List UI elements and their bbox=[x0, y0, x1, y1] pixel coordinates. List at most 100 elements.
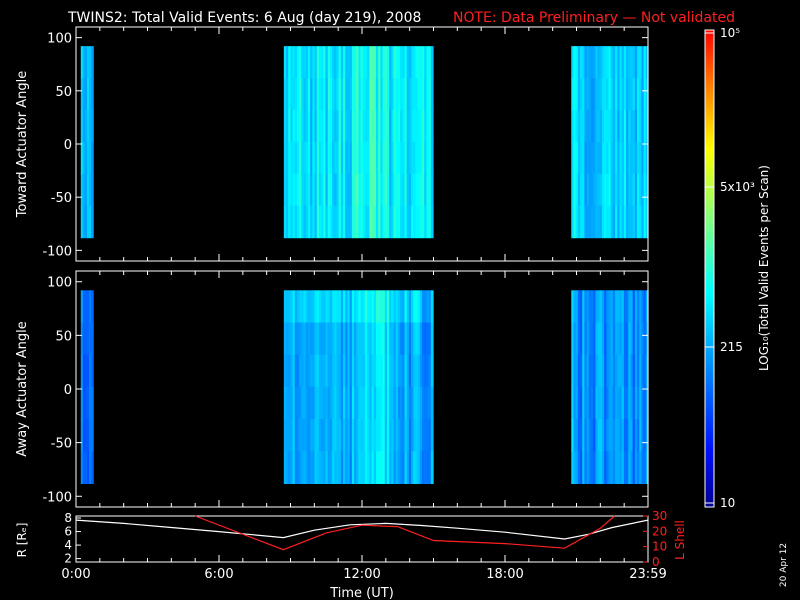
heatmap-cell bbox=[601, 451, 605, 484]
heatmap-cell bbox=[630, 173, 634, 207]
heatmap-cell bbox=[397, 451, 401, 484]
heatmap-cell bbox=[424, 322, 428, 356]
heatmap-cell bbox=[577, 205, 581, 239]
heatmap-cell bbox=[575, 322, 579, 356]
heatmap-cell bbox=[340, 78, 344, 111]
heatmap-cell bbox=[369, 419, 373, 452]
heatmap-cell bbox=[340, 173, 344, 207]
heatmap-cell bbox=[408, 173, 412, 207]
heatmap-cell bbox=[375, 205, 379, 239]
heatmap-cell bbox=[299, 290, 302, 324]
heatmap-cell bbox=[619, 78, 623, 111]
heatmap-cell bbox=[378, 78, 381, 111]
top-heatmap-panel: 100 50 0 -50 -100 Toward Actuator Angle bbox=[15, 26, 649, 262]
heatmap-cell bbox=[645, 451, 649, 484]
heatmap-cell bbox=[365, 354, 368, 388]
heatmap-cell bbox=[292, 386, 296, 420]
orbit-x-ticks: 0:00 6:00 12:00 18:00 23:59 bbox=[61, 555, 667, 582]
heatmap-cell bbox=[608, 451, 612, 484]
heatmap-cell bbox=[580, 386, 583, 420]
heatmap-cell bbox=[597, 109, 601, 143]
heatmap-cell bbox=[628, 109, 632, 143]
heatmap-cell bbox=[626, 419, 629, 452]
heatmap-cell bbox=[580, 46, 583, 79]
heatmap-cell bbox=[573, 205, 577, 239]
heatmap-cell bbox=[91, 322, 94, 356]
heatmap-cell bbox=[323, 451, 327, 484]
heatmap-cell bbox=[301, 173, 305, 207]
heatmap-cell bbox=[316, 322, 320, 356]
heatmap-cell bbox=[86, 46, 90, 79]
heatmap-cell bbox=[369, 354, 373, 388]
heatmap-cell bbox=[283, 141, 287, 175]
heatmap-cell bbox=[645, 46, 649, 79]
heatmap-cell bbox=[347, 451, 351, 484]
heatmap-cell bbox=[375, 109, 379, 143]
heatmap-cell bbox=[406, 173, 410, 207]
heatmap-cell bbox=[634, 141, 638, 175]
colorbar-ticks: 10⁵ 5x10³ 215 10 bbox=[705, 26, 755, 510]
heatmap-cell bbox=[639, 354, 643, 388]
heatmap-cell bbox=[303, 354, 307, 388]
heatmap-cell bbox=[417, 141, 421, 175]
heatmap-cell bbox=[588, 46, 592, 79]
heatmap-cell bbox=[360, 173, 364, 207]
heatmap-cell bbox=[89, 78, 92, 111]
heatmap-cell bbox=[404, 386, 408, 420]
heatmap-cell bbox=[303, 141, 307, 175]
colorbar-tick-label: 215 bbox=[720, 340, 743, 354]
heatmap-cell bbox=[615, 173, 618, 207]
heatmap-cell bbox=[428, 173, 432, 207]
heatmap-cell bbox=[645, 78, 649, 111]
heatmap-cell bbox=[632, 451, 636, 484]
heatmap-cell bbox=[428, 141, 432, 175]
heatmap-cell bbox=[573, 386, 577, 420]
heatmap-cell bbox=[86, 386, 90, 420]
heatmap-cell bbox=[327, 451, 331, 484]
heatmap-cell bbox=[580, 173, 583, 207]
heatmap-cell bbox=[354, 46, 357, 79]
heatmap-cell bbox=[593, 109, 596, 143]
heatmap-cell bbox=[615, 354, 618, 388]
heatmap-cell bbox=[606, 173, 610, 207]
heatmap-cell bbox=[351, 419, 355, 452]
heatmap-cell bbox=[283, 451, 287, 484]
heatmap-cell bbox=[623, 386, 627, 420]
heatmap-cell bbox=[430, 78, 434, 111]
heatmap-cell bbox=[343, 419, 346, 452]
heatmap-cell bbox=[606, 419, 610, 452]
heatmap-cell bbox=[299, 419, 302, 452]
heatmap-cell bbox=[643, 354, 647, 388]
heatmap-cell bbox=[628, 290, 632, 324]
heatmap-cell bbox=[371, 419, 375, 452]
heatmap-cell bbox=[641, 322, 645, 356]
heatmap-cell bbox=[329, 109, 333, 143]
heatmap-cell bbox=[365, 46, 368, 79]
y-tick-label: 100 bbox=[47, 276, 72, 291]
heatmap-cell bbox=[400, 46, 403, 79]
heatmap-cell bbox=[345, 109, 349, 143]
heatmap-cell bbox=[426, 205, 430, 239]
heatmap-cell bbox=[426, 419, 430, 452]
heatmap-cell bbox=[606, 141, 610, 175]
heatmap-cell bbox=[378, 46, 381, 79]
heatmap-cell bbox=[571, 205, 575, 239]
top-heatmap-cells bbox=[80, 46, 649, 239]
heatmap-cell bbox=[623, 451, 627, 484]
left-tick-label: 2 bbox=[64, 552, 72, 566]
heatmap-cell bbox=[590, 173, 594, 207]
heatmap-cell bbox=[84, 78, 88, 111]
heatmap-cell bbox=[303, 322, 307, 356]
heatmap-cell bbox=[413, 354, 417, 388]
y-tick-label: -50 bbox=[51, 437, 72, 452]
heatmap-cell bbox=[329, 290, 333, 324]
heatmap-cell bbox=[349, 109, 353, 143]
heatmap-cell bbox=[571, 354, 575, 388]
heatmap-cell bbox=[599, 109, 603, 143]
heatmap-cell bbox=[606, 78, 610, 111]
heatmap-cell bbox=[360, 109, 364, 143]
heatmap-cell bbox=[428, 322, 432, 356]
heatmap-cell bbox=[424, 141, 428, 175]
heatmap-cell bbox=[386, 451, 390, 484]
x-tick-label: 23:59 bbox=[629, 567, 666, 582]
